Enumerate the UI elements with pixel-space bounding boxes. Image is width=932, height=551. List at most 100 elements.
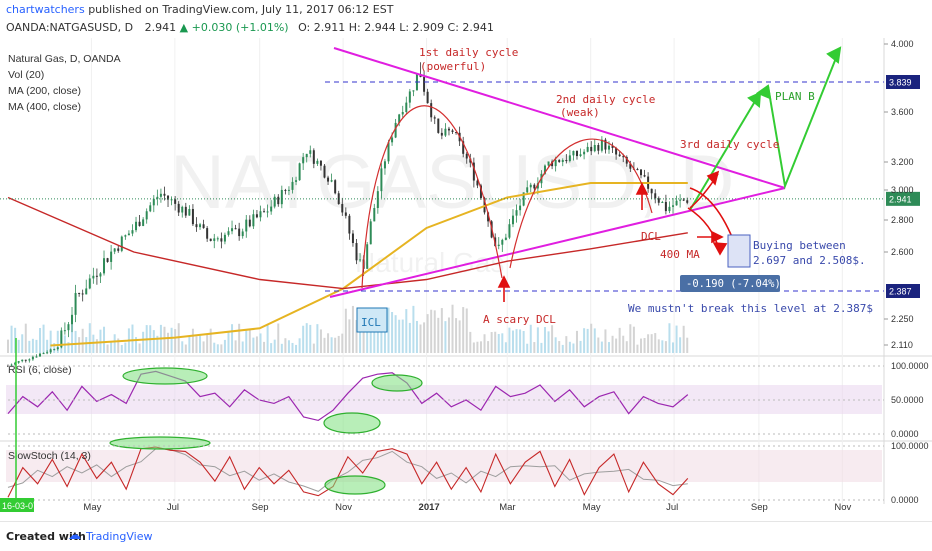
- time-tick-label: Mar: [499, 502, 515, 513]
- volume-bar: [170, 327, 173, 353]
- candle-body: [241, 231, 244, 237]
- candle-body: [593, 145, 596, 152]
- rsi-highlight-3: [371, 374, 423, 392]
- candle-body: [554, 159, 557, 167]
- annotation-dont-break: We mustn't break this level at 2.387$: [628, 302, 873, 315]
- candle-body: [600, 139, 603, 151]
- candle-body: [455, 132, 458, 134]
- candle-body: [547, 161, 550, 166]
- candle-body: [529, 184, 532, 188]
- volume-bar: [120, 344, 123, 353]
- plan-b-projection: [689, 46, 842, 211]
- price-axis: 4.000 3.600 3.200 3.000 2.800 2.600 2.250 2.110: [884, 39, 914, 350]
- candle-body: [223, 234, 226, 242]
- measure-label-bg: [680, 275, 780, 292]
- candle-body: [10, 364, 13, 366]
- candle-body: [611, 145, 614, 148]
- volume-bar: [568, 341, 571, 353]
- candle-body: [177, 203, 180, 213]
- candle-body: [145, 211, 148, 220]
- candle-body: [383, 161, 386, 169]
- volume-bar: [590, 323, 593, 353]
- volume-bar: [10, 325, 13, 353]
- level-tag-label: 2.941: [889, 194, 912, 204]
- volume-bar: [426, 314, 429, 353]
- candle-body: [672, 205, 675, 207]
- volume-bar: [629, 324, 632, 353]
- level-tag: [886, 75, 920, 89]
- volume-bar: [494, 331, 497, 353]
- volume-bar: [248, 329, 251, 353]
- volume-bar: [451, 304, 454, 353]
- rsi-line: [7, 370, 689, 422]
- candle-body: [156, 196, 159, 199]
- volume-bar: [657, 339, 660, 353]
- volume-bar: [650, 334, 653, 353]
- candle-body: [394, 122, 397, 138]
- volume-bar: [330, 337, 333, 353]
- time-tick-label: Jul: [666, 502, 678, 513]
- volume-bar: [17, 339, 20, 353]
- candle-body: [255, 214, 258, 218]
- candle-body: [497, 244, 500, 247]
- volume-bar: [131, 324, 134, 353]
- candle-body: [590, 146, 593, 152]
- volume-bar: [476, 341, 479, 353]
- candle-body: [543, 165, 546, 174]
- volume-bar: [540, 342, 543, 353]
- volume-bar: [21, 334, 24, 353]
- stoch-tick-label: 100.0000: [891, 441, 929, 451]
- candle-body: [103, 258, 106, 274]
- candle-body: [366, 244, 369, 269]
- volume-bar: [241, 341, 244, 353]
- candle-body: [476, 180, 479, 186]
- volume-bar: [199, 335, 202, 353]
- candle-body: [636, 169, 639, 171]
- volume-bar: [583, 328, 586, 353]
- candle-body: [519, 205, 522, 211]
- icl-box: [356, 307, 388, 333]
- volume-bar: [78, 337, 81, 353]
- stoch-d-line: [7, 448, 688, 492]
- volume-bar: [234, 340, 237, 353]
- ohlc-values: O: 2.911 H: 2.944 L: 2.909 C: 2.941: [298, 21, 494, 34]
- volume-bar: [479, 341, 482, 353]
- plan-b-arrow: [767, 47, 841, 190]
- candle-body: [252, 214, 255, 227]
- candle-body: [607, 145, 610, 150]
- candle-body: [74, 292, 77, 315]
- candle-body: [426, 91, 429, 104]
- annotation-buying: Buying between: [753, 239, 846, 252]
- volume-bar: [398, 319, 401, 353]
- candle-body: [551, 161, 554, 167]
- volume-bar: [661, 340, 664, 353]
- rsi-tick-label: 50.0000: [891, 395, 924, 405]
- candle-body: [618, 154, 621, 157]
- tradingview-brand[interactable]: TradingView: [86, 530, 153, 543]
- candle-body: [615, 147, 618, 155]
- candle-body: [298, 163, 301, 181]
- candle-body: [199, 224, 202, 228]
- price-tick-label: 4.000: [891, 39, 914, 49]
- annotation-cycle2: 2nd daily cycle: [556, 93, 655, 106]
- candle-body: [351, 233, 354, 244]
- candle-body: [99, 273, 102, 277]
- volume-bar: [7, 339, 9, 353]
- volume-bar: [341, 333, 344, 353]
- price-tick-label: 2.600: [891, 247, 914, 257]
- stoch-highlight-2: [324, 475, 386, 495]
- volume-bar: [88, 323, 91, 353]
- candle-body: [31, 356, 34, 360]
- volume-bar: [558, 341, 561, 353]
- candle-body: [469, 158, 472, 163]
- candle-body: [142, 219, 145, 226]
- candle-body: [95, 275, 98, 277]
- candle-body: [135, 221, 138, 231]
- candle-body: [88, 278, 91, 289]
- volume-bar: [213, 342, 216, 353]
- volume-bar: [679, 337, 682, 353]
- candle-body: [643, 175, 646, 177]
- price-tick-label: 3.600: [891, 107, 914, 117]
- candle-body: [28, 359, 31, 361]
- author-link[interactable]: chartwatchers: [6, 3, 85, 16]
